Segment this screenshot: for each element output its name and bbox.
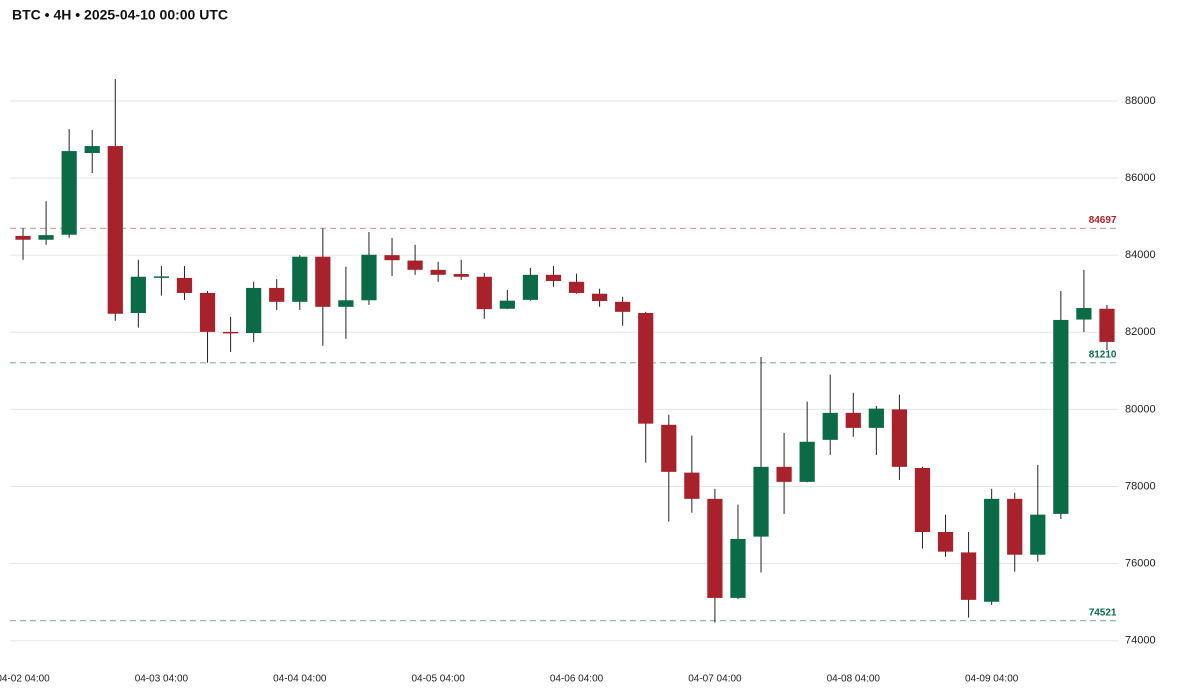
candle-body xyxy=(776,466,792,482)
y-tick-label: 78000 xyxy=(1125,480,1156,492)
level-label: 74521 xyxy=(1089,607,1117,618)
candle-body xyxy=(615,301,631,312)
x-tick-label: 04-06 04:00 xyxy=(550,674,604,685)
x-tick-label: 04-03 04:00 xyxy=(135,674,189,685)
candle-body xyxy=(1076,307,1092,320)
candle-body xyxy=(107,146,123,314)
x-tick-label: 04-07 04:00 xyxy=(688,674,742,685)
candle-body xyxy=(545,274,562,281)
candle-body xyxy=(1099,308,1115,342)
candle-body xyxy=(222,331,239,334)
candle-body xyxy=(753,466,769,537)
chart-title: BTC • 4H • 2025-04-10 00:00 UTC xyxy=(12,7,228,23)
candle-body xyxy=(684,472,700,499)
level-label: 81210 xyxy=(1089,349,1117,360)
candle-body xyxy=(199,292,216,332)
y-tick-label: 80000 xyxy=(1125,403,1156,415)
level-label: 84697 xyxy=(1089,215,1117,226)
candle-body xyxy=(84,146,100,153)
x-tick-label: 04-05 04:00 xyxy=(411,674,465,685)
candle-body xyxy=(153,276,170,278)
x-tick-label: 04-04 04:00 xyxy=(273,674,327,685)
candle-body xyxy=(984,498,1000,602)
candle-body xyxy=(15,235,31,240)
candle-body xyxy=(61,151,77,235)
candle-body xyxy=(845,412,861,428)
candle-body xyxy=(591,293,608,302)
y-tick-label: 86000 xyxy=(1125,172,1156,184)
candle-body xyxy=(407,260,423,270)
candle-body xyxy=(638,312,654,424)
y-tick-label: 88000 xyxy=(1125,95,1156,107)
candle-body xyxy=(914,467,931,532)
candle-body xyxy=(453,274,469,277)
candle-body xyxy=(568,281,585,293)
x-tick-label: 04-08 04:00 xyxy=(827,674,881,685)
candle-body xyxy=(130,276,146,313)
candle-body xyxy=(38,235,54,240)
candle-body xyxy=(522,274,539,300)
candle-body xyxy=(730,538,746,598)
candle-body xyxy=(1053,319,1069,514)
candle-body xyxy=(246,287,262,334)
candle-body xyxy=(269,287,285,302)
candle-body xyxy=(430,269,446,275)
x-tick-label: 04-02 04:00 xyxy=(0,674,50,685)
y-tick-label: 76000 xyxy=(1125,558,1156,570)
candle-body xyxy=(937,531,954,552)
candle-body xyxy=(476,276,492,310)
candle-body xyxy=(707,498,723,598)
candle-body xyxy=(292,256,308,302)
candle-body xyxy=(361,254,377,301)
candle-body xyxy=(822,412,838,440)
y-tick-label: 84000 xyxy=(1125,249,1156,261)
candle-body xyxy=(176,277,193,293)
candle-body xyxy=(799,441,815,482)
candle-body xyxy=(1007,498,1023,555)
candle-body xyxy=(661,424,677,472)
candle-body xyxy=(891,409,908,467)
x-tick-label: 04-09 04:00 xyxy=(965,674,1019,685)
y-tick-label: 74000 xyxy=(1125,635,1156,647)
candle-body xyxy=(960,552,977,600)
candle-body xyxy=(384,255,400,261)
candle-body xyxy=(1030,514,1046,555)
candle-body xyxy=(315,256,331,307)
candle-body xyxy=(338,300,354,307)
y-tick-label: 82000 xyxy=(1125,326,1156,338)
candle-body xyxy=(499,300,515,309)
candle-body xyxy=(868,408,884,428)
